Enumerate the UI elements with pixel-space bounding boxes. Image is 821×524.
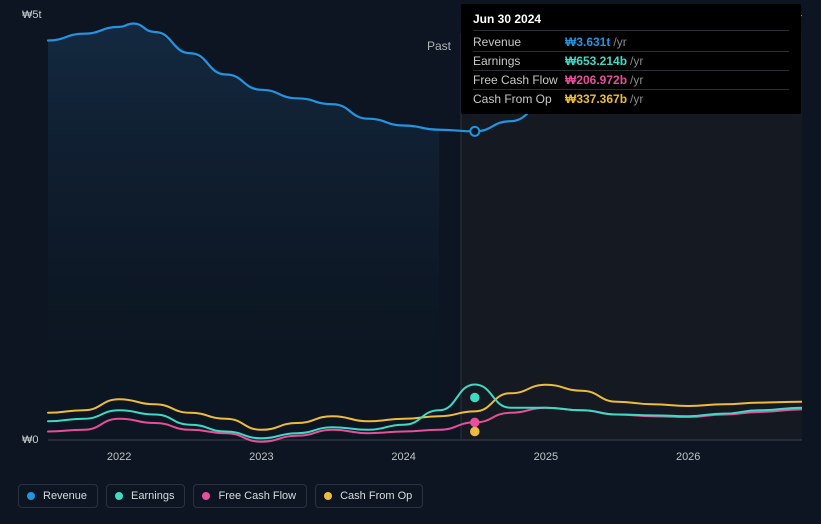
y-tick-label: ₩5t	[22, 9, 42, 21]
tooltip-row-value: ₩206.972b	[565, 73, 627, 87]
tooltip-row: Earnings₩653.214b/yr	[473, 52, 789, 71]
x-tick-label: 2025	[534, 451, 558, 463]
marker-free-cash-flow	[471, 418, 479, 426]
marker-cash-from-op	[471, 428, 479, 436]
tooltip-row: Free Cash Flow₩206.972b/yr	[473, 71, 789, 90]
tooltip-row-value: ₩3.631t	[565, 35, 610, 49]
x-tick-label: 2026	[676, 451, 700, 463]
legend-item-label: Free Cash Flow	[218, 490, 296, 502]
y-tick-label: ₩0	[22, 434, 39, 446]
legend-item-label: Revenue	[43, 490, 87, 502]
legend-item-cash-from-op[interactable]: Cash From Op	[315, 484, 423, 508]
tooltip-row-value: ₩337.367b	[565, 92, 627, 106]
x-tick-label: 2022	[107, 451, 131, 463]
legend-dot-icon	[202, 492, 210, 500]
chart-tooltip: Jun 30 2024 Revenue₩3.631t/yrEarnings₩65…	[461, 4, 801, 114]
tooltip-row-suffix: /yr	[630, 92, 643, 106]
x-tick-label: 2024	[391, 451, 415, 463]
x-tick-label: 2023	[249, 451, 273, 463]
legend-dot-icon	[115, 492, 123, 500]
legend-item-label: Cash From Op	[340, 490, 412, 502]
tooltip-row-suffix: /yr	[630, 54, 643, 68]
tooltip-row-label: Cash From Op	[473, 92, 565, 106]
tooltip-row: Revenue₩3.631t/yr	[473, 33, 789, 52]
chart-legend: Revenue Earnings Free Cash Flow Cash From O…	[18, 484, 423, 508]
tooltip-row-value: ₩653.214b	[565, 54, 627, 68]
legend-dot-icon	[27, 492, 35, 500]
legend-item-revenue[interactable]: Revenue	[18, 484, 98, 508]
tooltip-row-suffix: /yr	[630, 73, 643, 87]
past-section-label: Past	[427, 39, 451, 53]
tooltip-row: Cash From Op₩337.367b/yr	[473, 90, 789, 108]
tooltip-row-suffix: /yr	[613, 35, 626, 49]
tooltip-row-label: Earnings	[473, 54, 565, 68]
legend-item-earnings[interactable]: Earnings	[106, 484, 185, 508]
marker-earnings	[471, 394, 479, 402]
legend-dot-icon	[324, 492, 332, 500]
marker-revenue	[470, 127, 479, 136]
legend-item-free-cash-flow[interactable]: Free Cash Flow	[193, 484, 307, 508]
tooltip-row-label: Free Cash Flow	[473, 73, 565, 87]
tooltip-row-label: Revenue	[473, 35, 565, 49]
legend-item-label: Earnings	[131, 490, 174, 502]
tooltip-date: Jun 30 2024	[473, 12, 789, 31]
